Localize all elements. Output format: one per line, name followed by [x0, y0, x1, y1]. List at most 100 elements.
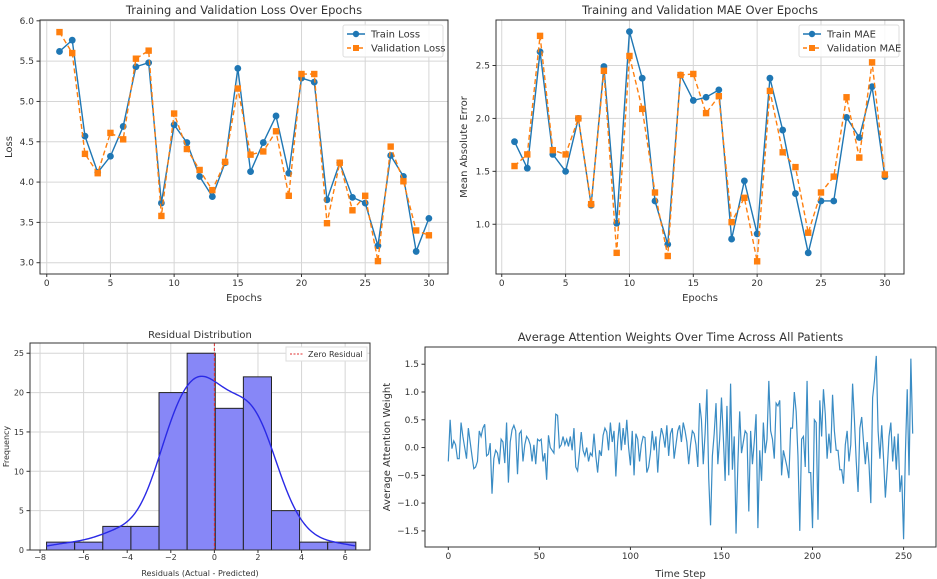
- train-point: [702, 93, 710, 101]
- train-point: [523, 164, 531, 172]
- x-axis-label: Epochs: [682, 293, 718, 304]
- x-tick-label: 20: [296, 279, 308, 289]
- x-tick-label: 2: [255, 553, 260, 562]
- x-tick-label: 30: [879, 279, 891, 289]
- train-point: [779, 126, 787, 134]
- validation-point: [170, 110, 178, 117]
- validation-point: [600, 67, 608, 74]
- validation-point: [412, 227, 420, 234]
- validation-point: [856, 154, 863, 161]
- x-axis-label: Residuals (Actual - Predicted): [141, 569, 258, 578]
- x-tick-label: 0: [44, 279, 50, 289]
- histogram-bar: [186, 352, 216, 550]
- x-tick-label: 15: [232, 279, 243, 289]
- validation-point: [639, 105, 646, 113]
- attention-weight-line: [447, 355, 914, 540]
- train-point: [107, 152, 114, 160]
- validation-point: [196, 166, 203, 174]
- y-tick-label: 15: [14, 428, 24, 437]
- legend-label: Validation Loss: [371, 44, 446, 55]
- y-tick-label: 0.5: [405, 416, 419, 426]
- validation-point: [677, 71, 684, 79]
- x-tick-label: 50: [534, 552, 546, 562]
- train-point: [132, 63, 140, 71]
- series-line-train: [59, 38, 430, 255]
- x-tick-label: 6: [343, 553, 348, 562]
- validation-point: [69, 49, 76, 57]
- train-point: [855, 134, 863, 141]
- validation-point: [715, 93, 723, 100]
- train-point: [234, 64, 242, 72]
- y-axis-label: Average Attention Weight: [382, 383, 393, 511]
- plot-area: [511, 28, 889, 265]
- x-tick-label: 30: [423, 279, 435, 289]
- x-tick-label: 15: [688, 279, 699, 289]
- train-point: [349, 193, 356, 201]
- series-line-train: [513, 31, 886, 254]
- kde-curve: [46, 375, 356, 547]
- validation-point: [881, 171, 889, 178]
- histogram-bar: [130, 525, 160, 550]
- validation-point: [209, 186, 216, 194]
- legend-marker-square: [353, 45, 359, 51]
- x-tick-label: 5: [563, 279, 569, 289]
- validation-point: [702, 109, 710, 117]
- validation-point: [817, 189, 825, 196]
- train-point: [425, 214, 433, 222]
- subplot-3: 0 50 100 150 200 250 −1.5 −1.0 −0.5 0.0 0.5 1.0 1.5 A…: [382, 330, 937, 579]
- validation-point: [94, 170, 101, 177]
- legend: Train MAE Validation MAE: [798, 24, 901, 58]
- train-point: [868, 83, 876, 91]
- validation-point: [387, 143, 394, 150]
- validation-point: [56, 28, 63, 36]
- validation-point: [613, 249, 620, 257]
- x-tick-label: 10: [168, 279, 180, 289]
- legend-marker-circle: [808, 30, 816, 38]
- legend: Train Loss Validation Loss: [342, 24, 446, 58]
- y-tick-label: 2.5: [476, 62, 490, 72]
- x-tick-label: 100: [622, 552, 639, 562]
- train-point: [361, 199, 369, 207]
- histogram-bar: [102, 525, 132, 550]
- histogram-bar: [299, 541, 329, 550]
- y-tick-label: 2.0: [476, 114, 491, 124]
- axes-frame: [29, 342, 371, 551]
- x-tick-label: 0: [499, 279, 505, 289]
- train-point: [208, 193, 216, 200]
- subplot-2: −8 −6 −4 −2 0 2 4 6 0 5 10 15 20 25 Zero Residual Resid…: [2, 330, 371, 578]
- validation-point: [664, 252, 671, 260]
- legend-box: [285, 346, 368, 362]
- validation-point: [323, 220, 331, 227]
- legend-marker-square: [809, 45, 815, 51]
- validation-point: [792, 163, 799, 171]
- validation-point: [81, 150, 89, 158]
- validation-point: [830, 173, 837, 180]
- validation-point: [132, 55, 140, 62]
- train-point: [259, 139, 267, 146]
- x-tick-label: 200: [804, 552, 821, 562]
- subplot-0: 0 5 10 15 20 25 30 3.0 3.5 4.0 4.5 5.0 5.5 6.0 Train L…: [4, 3, 449, 304]
- y-tick-label: 25: [14, 349, 24, 358]
- validation-point: [843, 94, 850, 101]
- axes-frame: [495, 19, 905, 275]
- train-point: [81, 132, 89, 140]
- y-tick-label: 1.0: [405, 388, 420, 398]
- validation-point: [651, 189, 659, 196]
- train-point: [728, 235, 736, 243]
- train-point: [843, 113, 850, 121]
- y-tick-label: 1.0: [476, 220, 491, 230]
- chart-title: Residual Distribution: [148, 330, 252, 341]
- validation-point: [336, 159, 343, 166]
- validation-point: [272, 128, 280, 135]
- validation-point: [562, 151, 569, 158]
- plot-area: [447, 355, 914, 540]
- train-point: [272, 112, 280, 120]
- y-tick-label: 0.0: [405, 444, 420, 454]
- y-tick-label: 4.0: [20, 178, 35, 188]
- validation-point: [247, 151, 254, 158]
- train-point: [830, 197, 838, 205]
- y-tick-label: −0.5: [397, 471, 419, 481]
- plot-area: [46, 343, 357, 550]
- axes-frame: [424, 346, 937, 548]
- legend-box: [798, 24, 900, 58]
